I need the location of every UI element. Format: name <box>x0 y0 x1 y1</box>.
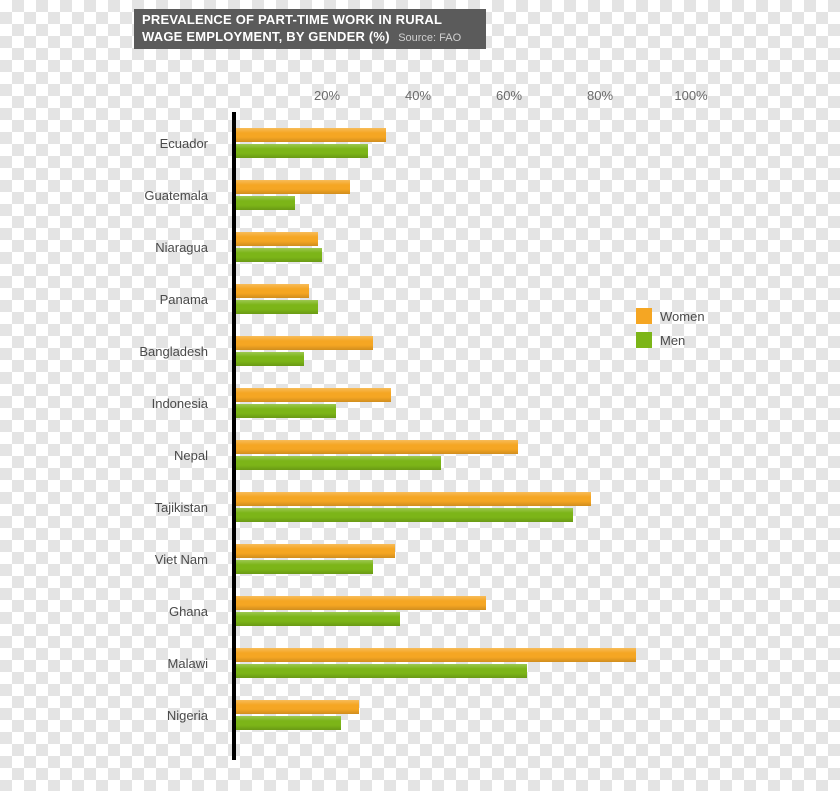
category-row: Nepal <box>0 440 840 470</box>
bar-women <box>236 284 309 298</box>
x-tick-label: 20% <box>314 88 340 103</box>
bar-women <box>236 700 359 714</box>
x-tick-label: 80% <box>587 88 613 103</box>
bar-men <box>236 612 400 626</box>
bar-men <box>236 300 318 314</box>
bar-women <box>236 180 350 194</box>
bar-women <box>236 544 395 558</box>
bar-men <box>236 196 295 210</box>
chart-title-line1: PREVALENCE OF PART-TIME WORK IN RURAL <box>142 13 478 28</box>
category-label: Bangladesh <box>139 344 208 359</box>
category-label: Niaragua <box>155 240 208 255</box>
category-row: Malawi <box>0 648 840 678</box>
bar-women <box>236 388 391 402</box>
category-label: Indonesia <box>152 396 208 411</box>
bar-men <box>236 144 368 158</box>
chart-title-banner: PREVALENCE OF PART-TIME WORK IN RURAL WA… <box>134 9 486 49</box>
chart-source-label: Source: FAO <box>398 32 461 44</box>
category-row: Panama <box>0 284 840 314</box>
category-label: Guatemala <box>144 188 208 203</box>
bar-women <box>236 128 386 142</box>
category-row: Viet Nam <box>0 544 840 574</box>
chart-title-line2: WAGE EMPLOYMENT, BY GENDER (%) <box>142 29 390 44</box>
bar-men <box>236 716 341 730</box>
category-label: Ecuador <box>160 136 208 151</box>
bar-men <box>236 248 322 262</box>
bar-women <box>236 596 486 610</box>
x-tick-label: 40% <box>405 88 431 103</box>
legend: Women Men <box>636 308 705 356</box>
legend-swatch <box>636 332 652 348</box>
x-axis-tick-labels: 20% 40% 60% 80% 100% <box>0 88 840 108</box>
category-row: Indonesia <box>0 388 840 418</box>
category-label: Nigeria <box>167 708 208 723</box>
bar-men <box>236 352 304 366</box>
category-row: Ghana <box>0 596 840 626</box>
legend-label: Men <box>660 333 685 348</box>
category-row: Guatemala <box>0 180 840 210</box>
bar-women <box>236 492 591 506</box>
category-label: Panama <box>160 292 208 307</box>
category-label: Ghana <box>169 604 208 619</box>
category-row: Bangladesh <box>0 336 840 366</box>
category-row: Niaragua <box>0 232 840 262</box>
bar-men <box>236 456 441 470</box>
bar-men <box>236 404 336 418</box>
chart-stage: PREVALENCE OF PART-TIME WORK IN RURAL WA… <box>0 0 840 791</box>
bar-men <box>236 664 527 678</box>
legend-item: Men <box>636 332 705 348</box>
bar-women <box>236 232 318 246</box>
category-label: Malawi <box>168 656 208 671</box>
category-row: Ecuador <box>0 128 840 158</box>
bar-women <box>236 440 518 454</box>
bar-women <box>236 336 373 350</box>
bar-women <box>236 648 636 662</box>
legend-swatch <box>636 308 652 324</box>
category-row: Nigeria <box>0 700 840 730</box>
category-label: Tajikistan <box>155 500 208 515</box>
category-label: Nepal <box>174 448 208 463</box>
category-row: Tajikistan <box>0 492 840 522</box>
x-tick-label: 60% <box>496 88 522 103</box>
legend-label: Women <box>660 309 705 324</box>
bar-men <box>236 508 573 522</box>
category-label: Viet Nam <box>155 552 208 567</box>
chart-body: Ecuador Guatemala Niaragua Panama Bangladesh… <box>0 112 840 772</box>
bar-men <box>236 560 373 574</box>
legend-item: Women <box>636 308 705 324</box>
x-tick-label: 100% <box>674 88 707 103</box>
